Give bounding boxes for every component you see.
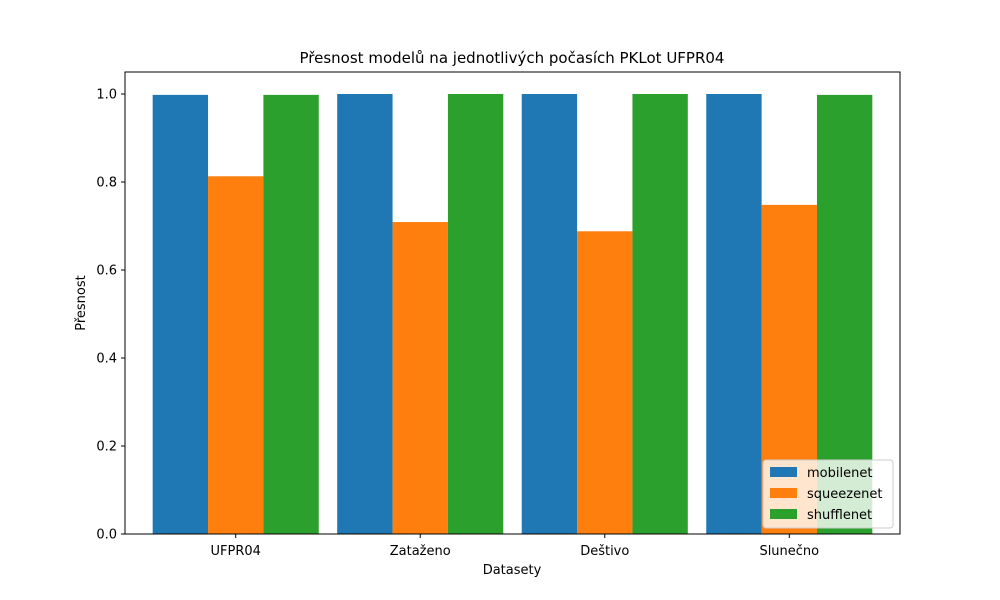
- x-tick-label: UFPR04: [211, 544, 261, 559]
- bar-shufflenet-1: [447, 94, 504, 534]
- x-axis-label: Datasety: [483, 563, 542, 578]
- y-axis-label: Přesnost: [74, 275, 89, 331]
- bar-shufflenet-2: [632, 94, 688, 534]
- legend-label-squeezenet: squeezenet: [807, 487, 882, 502]
- chart-title: Přesnost modelů na jednotlivých počasích…: [300, 49, 725, 67]
- legend[interactable]: mobilenet squeezenet shufflenet: [762, 459, 894, 529]
- bar-mobilenet-1: [337, 94, 393, 534]
- x-tick-label: Slunečno: [759, 544, 819, 559]
- x-tick-label: Deštivo: [580, 544, 629, 559]
- y-tick-label: 0.0: [96, 528, 117, 543]
- y-axis: 0.0 0.2 0.4 0.6 0.8 1.0: [96, 88, 125, 543]
- bar-mobilenet-3: [706, 94, 762, 534]
- bar-squeezenet-0: [208, 176, 264, 534]
- legend-swatch-shufflenet: [770, 509, 797, 519]
- plot-frame: [124, 71, 901, 535]
- bar-mobilenet-0: [152, 94, 209, 534]
- legend-label-shufflenet: shufflenet: [807, 508, 872, 523]
- y-tick-label: 0.2: [96, 440, 117, 455]
- y-tick-label: 1.0: [96, 88, 117, 103]
- x-tick-label: Zataženo: [390, 544, 451, 559]
- bar-mobilenet-2: [521, 94, 578, 534]
- y-tick-label: 0.4: [96, 352, 117, 367]
- legend-label-mobilenet: mobilenet: [807, 466, 872, 481]
- y-tick-label: 0.8: [96, 176, 117, 191]
- legend-swatch-squeezenet: [770, 488, 797, 498]
- bar-shufflenet-0: [263, 94, 319, 534]
- y-tick-label: 0.6: [96, 264, 117, 279]
- bar-squeezenet-2: [577, 231, 633, 534]
- legend-swatch-mobilenet: [770, 467, 797, 477]
- bar-squeezenet-1: [392, 222, 448, 535]
- x-axis: UFPR04 Zataženo Deštivo Slunečno: [211, 534, 819, 559]
